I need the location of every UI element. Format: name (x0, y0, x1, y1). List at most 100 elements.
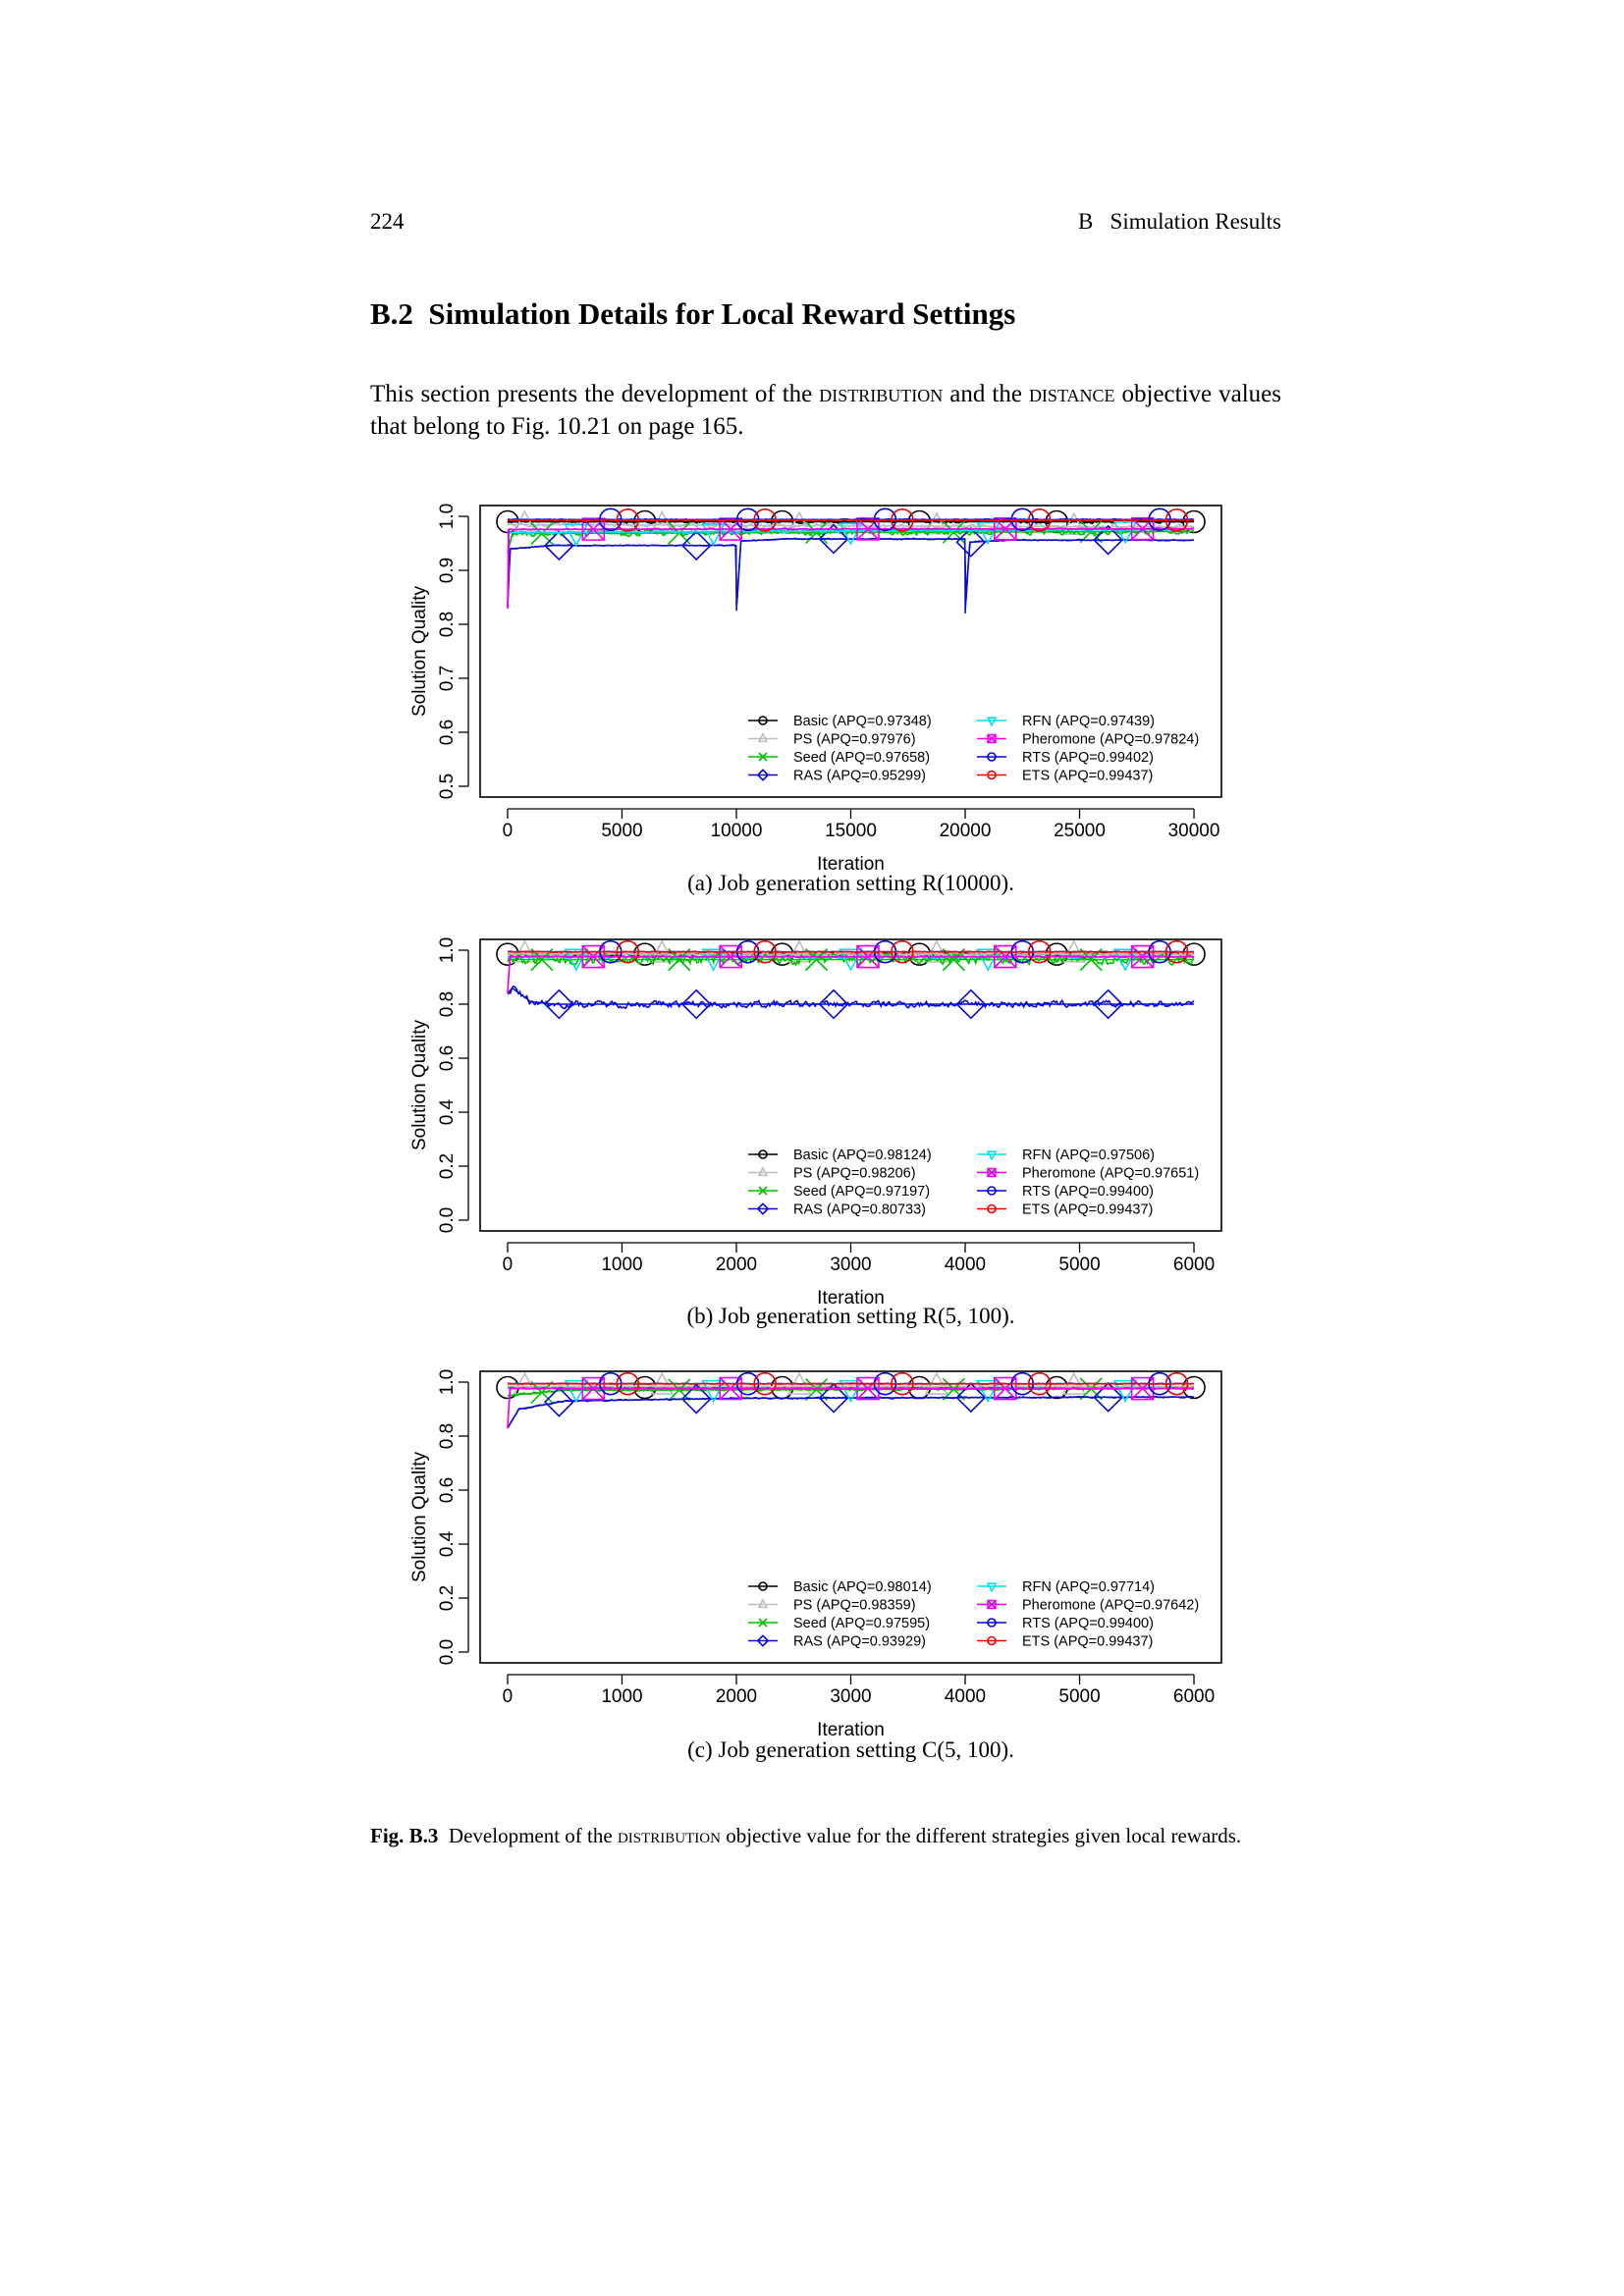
x-tick-label: 1000 (601, 1255, 642, 1275)
caption-text: Development of the (438, 1824, 618, 1847)
series-marker (955, 988, 987, 1020)
series-marker (975, 521, 1001, 546)
legend-label: Basic (APQ=0.98014) (793, 1579, 932, 1595)
running-head: B Simulation Results (1077, 209, 1281, 234)
legend-marker-icon (987, 752, 997, 762)
series-marker (753, 939, 777, 964)
series-marker (955, 526, 987, 558)
y-tick-label: 0.7 (437, 666, 458, 691)
series-marker (543, 1386, 574, 1417)
series-marker (543, 988, 574, 1020)
y-tick-label: 0.8 (437, 612, 458, 637)
intro-text: objective values that belong to Fig. 10.… (370, 381, 1282, 440)
series-marker (975, 948, 1001, 972)
y-tick-label: 0.2 (437, 1585, 458, 1611)
figure-label: Fig. B.3 (370, 1824, 439, 1847)
x-tick-label: 0 (503, 821, 514, 841)
subcaption-a: (a) Job generation setting R(10000). (687, 871, 1014, 895)
plot-frame (479, 938, 1222, 1232)
x-tick-label: 10000 (711, 821, 763, 841)
legend-item: PS (APQ=0.98359) (748, 1598, 916, 1614)
legend-marker-icon (758, 1618, 768, 1628)
series-keyline (507, 528, 1195, 534)
legend-label: RAS (APQ=0.95299) (793, 769, 926, 784)
intro-paragraph: This section presents the development of… (370, 378, 1281, 443)
series-marker (804, 521, 829, 545)
legend-marker-icon (756, 1202, 770, 1215)
legend-label: RFN (APQ=0.97439) (1022, 714, 1155, 729)
legend-item: Seed (APQ=0.97658) (748, 750, 930, 766)
intro-text: and the (943, 381, 1029, 407)
legend-marker-icon (758, 1186, 768, 1196)
legend-marker-icon (987, 770, 997, 780)
x-tick-label: 20000 (940, 821, 992, 841)
x-tick-label: 0 (503, 1686, 514, 1707)
series-marker (616, 508, 640, 532)
y-tick-label: 0.5 (437, 774, 458, 799)
series-marker (680, 988, 712, 1020)
series-marker (924, 511, 949, 535)
x-tick-label: 15000 (825, 821, 877, 841)
series-marker (839, 1379, 863, 1404)
legend-item: Basic (APQ=0.98014) (748, 1579, 932, 1595)
legend-label: Basic (APQ=0.98124) (793, 1148, 932, 1163)
legend-label: Pheromone (APQ=0.97651) (1022, 1166, 1199, 1182)
legend-marker-icon (986, 717, 998, 727)
legend-item: Seed (APQ=0.97595) (748, 1616, 930, 1631)
series-keyline (507, 528, 1195, 609)
legend-marker-icon (987, 1167, 997, 1178)
intro-term-distribution: distribution (819, 381, 944, 407)
legend-label: RFN (APQ=0.97714) (1022, 1579, 1155, 1595)
x-tick-label: 1000 (601, 1686, 642, 1707)
series-marker (680, 1383, 712, 1415)
legend-marker-icon (758, 1149, 768, 1159)
section-heading: B.2 Simulation Details for Local Reward … (370, 296, 1016, 331)
y-tick-label: 1.0 (437, 1369, 458, 1395)
chart-panel-b: 0 1000 2000 3000 4000 5000 6000 0.0 0.2 0.4 0.6 0.8… (409, 937, 1222, 1308)
series-marker (1093, 1381, 1124, 1413)
legend-marker-icon (757, 1597, 769, 1609)
series-marker (616, 1371, 640, 1396)
legend-item: ETS (APQ=0.99437) (977, 1202, 1153, 1218)
legend-label: RAS (APQ=0.80733) (793, 1202, 926, 1218)
legend-item: Pheromone (APQ=0.97642) (977, 1598, 1199, 1614)
series-line (507, 537, 1195, 609)
page-number: 224 (370, 209, 405, 234)
series-marker (701, 948, 727, 972)
series-marker (1093, 988, 1124, 1020)
caption-text: objective value for the different strate… (720, 1824, 1242, 1847)
legend-label: Basic (APQ=0.97348) (793, 714, 932, 729)
series-marker (818, 1382, 849, 1414)
y-tick-label: 0.4 (437, 1530, 458, 1557)
legend-marker-icon (757, 1165, 769, 1177)
legend-label: RAS (APQ=0.93929) (793, 1634, 926, 1650)
y-tick-label: 0.6 (437, 1045, 458, 1071)
series-marker (818, 988, 849, 1020)
series-marker (564, 523, 589, 548)
legend: Basic (APQ=0.98124) PS (APQ=0.98206) Seed … (748, 1148, 1199, 1218)
plot-frame (479, 1370, 1222, 1664)
series-line (507, 985, 1195, 1010)
series-marker (975, 1379, 1001, 1404)
legend-item: RFN (APQ=0.97714) (977, 1579, 1155, 1595)
y-tick-label: 0.4 (437, 1098, 458, 1125)
legend-label: PS (APQ=0.98359) (793, 1598, 916, 1614)
x-tick-label: 30000 (1168, 821, 1220, 841)
figure-caption: Fig. B.3 Development of the distribution… (370, 1823, 1281, 1849)
legend: Basic (APQ=0.97348) PS (APQ=0.97976) Seed … (748, 714, 1199, 784)
series-keyline (507, 987, 1194, 1005)
legend-label: PS (APQ=0.97976) (793, 732, 916, 748)
legend-item: Pheromone (APQ=0.97824) (977, 732, 1199, 748)
legend-label: Seed (APQ=0.97658) (793, 750, 930, 766)
series-marker (701, 523, 727, 547)
legend-item: PS (APQ=0.97976) (748, 732, 916, 748)
legend-label: RTS (APQ=0.99402) (1022, 750, 1154, 766)
legend-marker-icon (756, 1634, 770, 1647)
series-marker (818, 523, 849, 555)
y-tick-label: 0.9 (437, 558, 458, 583)
series-keyline (507, 1387, 1194, 1428)
series-marker (804, 1378, 829, 1402)
series-marker (1093, 524, 1124, 556)
y-tick-label: 0.8 (437, 1423, 458, 1449)
